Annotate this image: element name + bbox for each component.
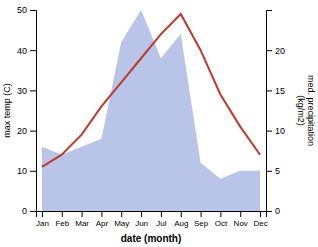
tick-label: 10 bbox=[275, 126, 285, 136]
tick-mark bbox=[266, 171, 272, 172]
tick-mark bbox=[266, 50, 272, 51]
tick-mark bbox=[30, 131, 36, 132]
tick: 20 bbox=[17, 126, 36, 136]
tick-mark bbox=[260, 211, 261, 217]
tick: 0 bbox=[266, 206, 280, 216]
x-axis: Jan Feb Mar Apr May Jun Jul Aug Sep Oct Nov Dec bbox=[36, 211, 268, 228]
line bbox=[42, 14, 260, 167]
tick: 15 bbox=[266, 86, 285, 96]
tick-label: 20 bbox=[275, 46, 285, 56]
tick-label: May bbox=[114, 219, 129, 228]
tick-mark bbox=[161, 211, 162, 217]
tick-label: Jun bbox=[135, 219, 148, 228]
axis-line bbox=[37, 212, 267, 218]
tick-mark bbox=[30, 211, 36, 212]
tick: Dec bbox=[253, 211, 267, 228]
tick-mark bbox=[240, 211, 241, 217]
tick-mark bbox=[82, 211, 83, 217]
y2-axis: 0 5 10 15 20 bbox=[266, 11, 285, 217]
tick-label: 15 bbox=[275, 86, 285, 96]
chart: Jan Feb Mar Apr May Jun Jul Aug Sep Oct Nov Dec 0 10 2… bbox=[0, 0, 318, 247]
tick-label: Mar bbox=[75, 219, 89, 228]
marks bbox=[42, 10, 260, 211]
tick-label: Jan bbox=[36, 219, 49, 228]
tick-mark bbox=[42, 211, 43, 217]
tick-mark bbox=[266, 90, 272, 91]
tick-label: 20 bbox=[17, 126, 27, 136]
tick-label: 50 bbox=[17, 5, 27, 15]
axis-line bbox=[30, 11, 37, 212]
y2-axis-title: med. precipitation(kg/m2) bbox=[296, 75, 316, 146]
tick: Oct bbox=[215, 211, 228, 228]
y-axis: 0 10 20 30 40 50 bbox=[17, 5, 37, 216]
tick-mark bbox=[121, 211, 122, 217]
y-axis-title: max temp (C) bbox=[2, 83, 12, 138]
tick-label: Aug bbox=[174, 219, 188, 228]
tick: Jun bbox=[135, 211, 148, 228]
tick: Jul bbox=[156, 211, 166, 228]
tick-label: 5 bbox=[275, 166, 280, 176]
tick-label: 0 bbox=[22, 206, 27, 216]
tick-label: Jul bbox=[156, 219, 166, 228]
tick: Apr bbox=[96, 211, 109, 228]
tick-mark bbox=[141, 211, 142, 217]
tick: 10 bbox=[17, 166, 36, 176]
tick-mark bbox=[201, 211, 202, 217]
tick: Aug bbox=[174, 211, 188, 228]
tick-label: Apr bbox=[96, 219, 109, 228]
tick-mark bbox=[181, 211, 182, 217]
tick-mark bbox=[266, 131, 272, 132]
tick-label: Nov bbox=[234, 219, 248, 228]
tick: 0 bbox=[22, 206, 36, 216]
tick-label: 10 bbox=[17, 166, 27, 176]
tick-mark bbox=[30, 171, 36, 172]
tick: 30 bbox=[17, 86, 36, 96]
tick-mark bbox=[30, 10, 36, 11]
plot: Jan Feb Mar Apr May Jun Jul Aug Sep Oct Nov Dec 0 10 2… bbox=[17, 5, 285, 227]
tick-mark bbox=[30, 50, 36, 51]
x-axis-title: date (month) bbox=[121, 233, 182, 244]
tick: 50 bbox=[17, 5, 36, 15]
area bbox=[42, 10, 260, 211]
tick-label: Sep bbox=[194, 219, 209, 228]
tick: Jan bbox=[36, 211, 49, 228]
tick-label: 0 bbox=[275, 206, 280, 216]
tick-mark bbox=[220, 211, 221, 217]
axis-line bbox=[267, 11, 273, 212]
tick-label: Feb bbox=[55, 219, 69, 228]
tick: May bbox=[114, 211, 129, 228]
tick-mark bbox=[30, 90, 36, 91]
y2-axis-title-line: med. precipitation bbox=[306, 75, 316, 146]
tick: Feb bbox=[55, 211, 69, 228]
tick: Nov bbox=[234, 211, 248, 228]
tick-label: Oct bbox=[215, 219, 228, 228]
tick: Mar bbox=[75, 211, 89, 228]
tick: 5 bbox=[266, 166, 280, 176]
tick: 20 bbox=[266, 46, 285, 56]
tick-label: Dec bbox=[253, 219, 267, 228]
tick: Sep bbox=[194, 211, 209, 228]
tick-label: 30 bbox=[17, 86, 27, 96]
tick: 40 bbox=[17, 46, 36, 56]
tick-mark bbox=[101, 211, 102, 217]
tick-label: 40 bbox=[17, 46, 27, 56]
tick-mark bbox=[62, 211, 63, 217]
y2-axis-title-line: (kg/m2) bbox=[296, 95, 306, 126]
tick-mark bbox=[266, 211, 272, 212]
tick: 10 bbox=[266, 126, 285, 136]
